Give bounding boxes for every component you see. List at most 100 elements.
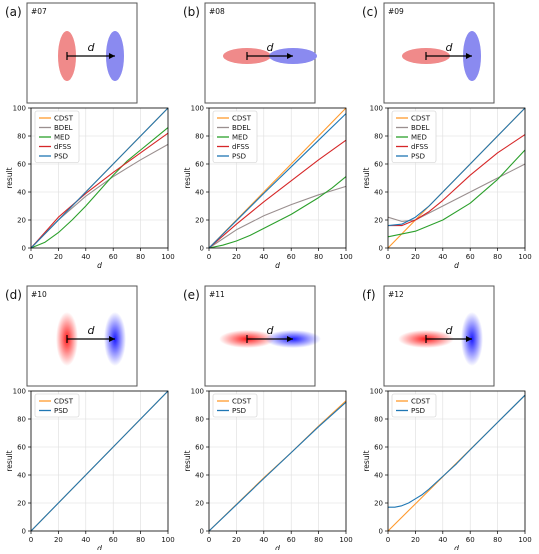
legend-box — [34, 110, 80, 163]
inset-id: #08 — [209, 7, 225, 16]
y-tick-label: 40 — [17, 472, 26, 480]
x-tick-label: 60 — [287, 536, 296, 544]
y-tick-label: 20 — [195, 500, 204, 508]
inset-d-label: d — [446, 41, 454, 54]
x-tick-label: 60 — [287, 253, 296, 261]
x-tick-label: 100 — [161, 536, 174, 544]
legend-label: BDEL — [411, 124, 430, 132]
y-tick-label: 0 — [379, 528, 383, 536]
panel-11: (e) #11 d 00 20 20 40 40 60 60 80 80 100 100 d result CD… — [183, 285, 353, 553]
x-tick-label: 20 — [232, 536, 241, 544]
y-tick-label: 0 — [22, 245, 26, 253]
y-tick-label: 80 — [195, 416, 204, 424]
inset-id: #10 — [31, 290, 47, 299]
inset-d-label: d — [88, 324, 96, 337]
legend-label: PSD — [411, 153, 425, 161]
legend-label: BDEL — [232, 124, 251, 132]
y-tick-label: 40 — [374, 189, 383, 197]
y-tick-label: 20 — [374, 500, 383, 508]
inset-d-label: d — [446, 324, 454, 337]
y-tick-label: 60 — [374, 444, 383, 452]
x-axis-label: d — [454, 261, 459, 270]
y-tick-label: 100 — [370, 105, 383, 113]
x-tick-label: 20 — [54, 536, 63, 544]
y-tick-label: 100 — [370, 388, 383, 396]
x-tick-label: 40 — [438, 536, 447, 544]
x-axis-label: d — [454, 544, 459, 550]
x-tick-label: 80 — [314, 253, 323, 261]
panel-10: (d) #10 d 00 20 20 40 40 60 60 80 80 100 100 d result CD… — [5, 285, 175, 553]
legend-box — [391, 393, 437, 418]
y-tick-label: 20 — [17, 500, 26, 508]
x-tick-label: 80 — [136, 536, 145, 544]
series-line-bdel — [387, 163, 526, 222]
legend-box — [34, 393, 80, 418]
y-tick-label: 100 — [13, 105, 26, 113]
y-tick-label: 0 — [200, 528, 204, 536]
legend-label: PSD — [411, 407, 425, 415]
x-tick-label: 0 — [207, 253, 211, 261]
y-tick-label: 60 — [17, 161, 26, 169]
inset-d-label: d — [88, 41, 96, 54]
series-line-psd — [30, 390, 169, 532]
panel-letter: (c) — [362, 5, 378, 19]
legend-label: CDST — [411, 398, 431, 406]
legend-label: dFSS — [411, 143, 429, 151]
x-tick-label: 20 — [411, 253, 420, 261]
legend-label: PSD — [54, 407, 68, 415]
y-tick-label: 100 — [191, 388, 204, 396]
series-line-psd — [387, 107, 526, 227]
y-axis-label: result — [183, 167, 192, 188]
y-tick-label: 60 — [374, 161, 383, 169]
y-tick-label: 40 — [195, 189, 204, 197]
y-tick-label: 100 — [13, 388, 26, 396]
panel-09: (c) #09 d 00 20 20 40 40 60 60 80 80 100 100 d result CD… — [362, 2, 532, 270]
x-tick-label: 40 — [81, 253, 90, 261]
x-tick-label: 40 — [438, 253, 447, 261]
y-tick-label: 0 — [22, 528, 26, 536]
panel-letter: (d) — [5, 288, 22, 302]
x-tick-label: 20 — [232, 253, 241, 261]
x-tick-label: 100 — [518, 253, 531, 261]
legend-box — [391, 110, 437, 163]
series-line-psd — [208, 401, 347, 532]
x-tick-label: 0 — [386, 536, 390, 544]
x-tick-label: 0 — [29, 536, 33, 544]
y-tick-label: 0 — [379, 245, 383, 253]
y-tick-label: 80 — [17, 133, 26, 141]
y-tick-label: 60 — [195, 161, 204, 169]
series-line-psd — [388, 394, 526, 508]
legend-label: MED — [411, 134, 427, 142]
x-tick-label: 80 — [493, 536, 502, 544]
legend-label: dFSS — [232, 143, 250, 151]
x-axis-label: d — [275, 544, 280, 550]
y-tick-label: 20 — [17, 217, 26, 225]
y-tick-label: 80 — [17, 416, 26, 424]
plot-frame — [30, 390, 169, 532]
x-tick-label: 60 — [109, 253, 118, 261]
inset-d-label: d — [267, 324, 275, 337]
plot-frame — [208, 390, 347, 532]
plot-frame — [387, 390, 526, 532]
x-tick-label: 0 — [207, 536, 211, 544]
y-tick-label: 80 — [195, 133, 204, 141]
series-line-med — [387, 149, 526, 238]
plot-frame — [30, 107, 169, 249]
x-axis-label: d — [275, 261, 280, 270]
panel-letter: (b) — [183, 5, 200, 19]
inset-d-label: d — [267, 41, 275, 54]
legend-label: CDST — [411, 115, 431, 123]
legend-label: PSD — [54, 153, 68, 161]
y-tick-label: 40 — [374, 472, 383, 480]
x-tick-label: 40 — [259, 253, 268, 261]
panel-07: (a) #07 d 00 20 20 40 40 60 60 80 80 100 100 d result CD… — [5, 2, 175, 270]
series-line-dfss — [30, 132, 169, 249]
x-tick-label: 40 — [81, 536, 90, 544]
inset-id: #11 — [209, 290, 225, 299]
plot-frame — [208, 107, 347, 249]
series-line-psd — [30, 107, 169, 249]
legend-label: CDST — [232, 398, 252, 406]
y-axis-label: result — [362, 167, 371, 188]
x-tick-label: 0 — [29, 253, 33, 261]
